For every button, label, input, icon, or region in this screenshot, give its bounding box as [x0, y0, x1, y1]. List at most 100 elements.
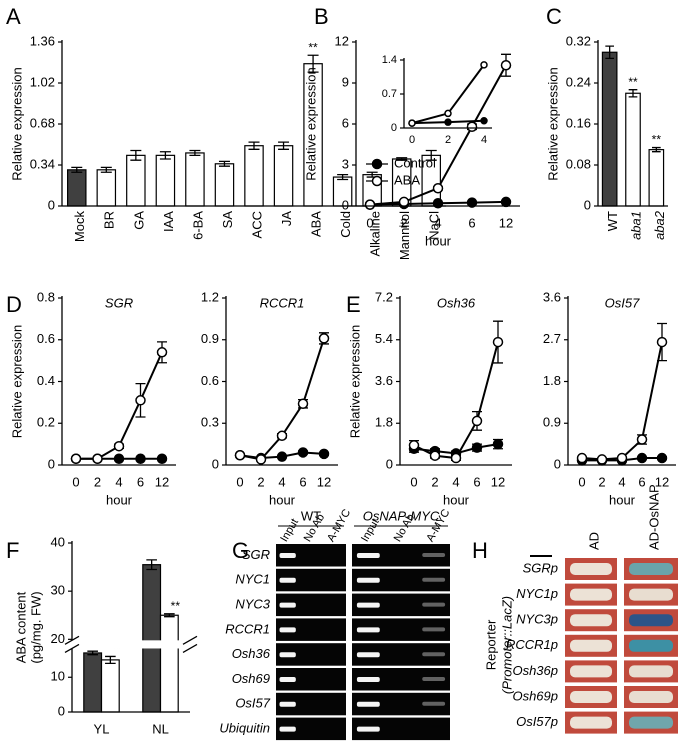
- y-tick-label: 0: [554, 456, 561, 471]
- bar: [155, 154, 176, 207]
- bar: [96, 169, 117, 207]
- reporter-label: RCCR1p: [506, 637, 558, 652]
- y-tick-label: 0.16: [566, 115, 591, 130]
- error-bar: [425, 149, 437, 161]
- x-tick-label: Mock: [72, 211, 87, 243]
- marker: [135, 395, 146, 406]
- panel-label: A: [6, 4, 21, 29]
- y-tick-label: 10: [51, 669, 65, 684]
- panel-label: B: [314, 4, 329, 29]
- marker: [432, 182, 444, 194]
- marker: [466, 197, 478, 208]
- band: [422, 577, 446, 582]
- gel-strip: [276, 692, 346, 716]
- y-tick-label: 0.3: [201, 415, 219, 430]
- y-axis-label: Relative expression: [9, 325, 24, 438]
- band: [356, 627, 380, 633]
- marker: [408, 440, 420, 451]
- gene-label: RCCR1: [225, 621, 270, 636]
- x-tick-label: ABA: [309, 211, 324, 237]
- gel-strip: [276, 593, 346, 617]
- gel-strip: [352, 717, 450, 741]
- bar: [625, 92, 641, 207]
- y-tick-label: 2.7: [543, 331, 561, 346]
- annotation: **: [628, 75, 638, 89]
- marker: [408, 119, 416, 127]
- gene-label: OsI57: [235, 696, 270, 711]
- y-tick-label: 0: [58, 703, 65, 718]
- y-tick-label: 7.2: [375, 289, 393, 304]
- marker: [576, 452, 588, 464]
- colony: [629, 665, 673, 678]
- x-tick-label: 0: [366, 215, 373, 230]
- x-tick-label: 6: [468, 215, 475, 230]
- bar: [159, 614, 179, 713]
- error-bar: [189, 149, 201, 157]
- error-bar: [307, 54, 319, 73]
- marker: [318, 448, 330, 460]
- x-tick-label: ACC: [249, 211, 264, 238]
- marker: [656, 452, 668, 464]
- y-tick-label: 0.6: [37, 331, 55, 346]
- x-tick-label: 6: [299, 474, 306, 489]
- gel-strip: [276, 668, 346, 691]
- error-bar: [651, 146, 661, 153]
- colony: [570, 563, 612, 575]
- y-axis-label: (pg/mg. FW): [28, 591, 43, 663]
- y-axis-label: Relative expression: [347, 325, 362, 438]
- y-tick-label: 0: [386, 456, 393, 471]
- break-mark: [182, 635, 198, 645]
- band: [422, 553, 446, 557]
- marker: [656, 336, 668, 348]
- group-label: WT: [301, 508, 321, 523]
- x-tick-label: NL: [152, 721, 169, 736]
- bar: [648, 149, 665, 207]
- x-tick-label: 2: [445, 134, 451, 146]
- x-tick-label: JA: [279, 211, 294, 227]
- colony: [629, 563, 673, 575]
- y-tick-label: 0: [391, 122, 397, 134]
- x-axis-label: hour: [425, 233, 452, 248]
- error-bar: [218, 160, 230, 167]
- x-tick-label: 4: [434, 215, 441, 230]
- legend-label: ABA: [394, 172, 420, 187]
- marker: [113, 440, 125, 452]
- band: [356, 553, 380, 558]
- reporter-label: Osh36p: [512, 663, 558, 678]
- marker: [70, 453, 82, 464]
- band: [422, 627, 446, 632]
- bar: [126, 154, 146, 207]
- error-bar: [337, 173, 349, 181]
- error-bar: [605, 45, 615, 60]
- marker: [616, 452, 628, 464]
- marker: [135, 453, 146, 464]
- y-axis-label: (Promoter::LacZ): [499, 596, 514, 694]
- y-tick-label: 1.02: [30, 74, 55, 89]
- marker: [444, 118, 452, 126]
- band: [279, 627, 296, 633]
- band: [422, 677, 446, 681]
- y-tick-label: 1.36: [30, 33, 55, 48]
- x-tick-label: 0: [578, 474, 585, 489]
- gel-strip: [276, 618, 346, 641]
- colony: [629, 614, 673, 627]
- error-bar: [396, 157, 408, 161]
- y-tick-label: 0: [48, 197, 55, 212]
- bar: [83, 652, 103, 713]
- x-tick-label: 2: [257, 474, 264, 489]
- y-tick-label: 20: [51, 631, 65, 646]
- colony: [629, 716, 673, 729]
- gel-strip: [276, 717, 346, 741]
- x-tick-label: GA: [131, 211, 146, 230]
- y-tick-label: 0.68: [30, 115, 55, 130]
- x-tick-label: 2: [94, 474, 101, 489]
- y-tick-label: 0: [48, 456, 55, 471]
- marker: [398, 196, 410, 208]
- y-tick-label: 0.2: [37, 415, 55, 430]
- error-bar: [628, 89, 638, 98]
- error-bar: [130, 149, 142, 161]
- y-tick-label: 1.4: [382, 54, 397, 66]
- marker: [636, 452, 648, 464]
- gene-label: Ubiquitin: [219, 721, 270, 736]
- marker: [500, 196, 512, 208]
